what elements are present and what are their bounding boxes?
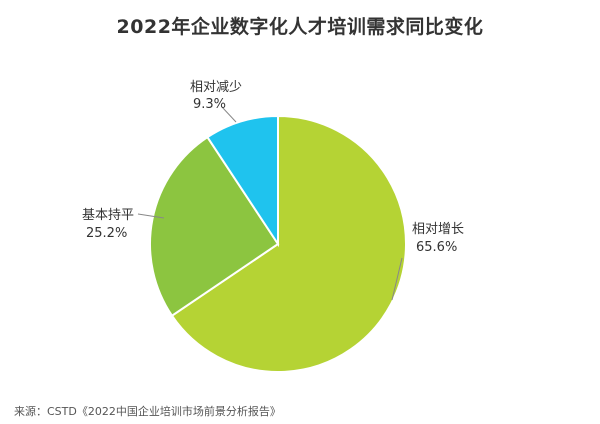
- pie-slice: [149, 135, 280, 318]
- slice-label: 相对减少: [190, 80, 243, 95]
- source-note: 来源：CSTD《2022中国企业培训市场前景分析报告》: [14, 405, 281, 418]
- leader-line: [137, 213, 165, 219]
- chart-title: 2022年企业数字化人才培训需求同比变化: [116, 16, 484, 38]
- slice-value-label: 9.3%: [193, 97, 227, 112]
- leader-line: [221, 106, 237, 123]
- slice-value-label: 25.2%: [86, 226, 128, 241]
- leader-line: [391, 257, 403, 301]
- slice-value-label: 65.6%: [416, 240, 458, 255]
- slice-label: 相对增长: [412, 222, 465, 237]
- pie-slice: [206, 114, 279, 248]
- pie-slice: [170, 114, 407, 373]
- slice-label: 基本持平: [82, 208, 135, 223]
